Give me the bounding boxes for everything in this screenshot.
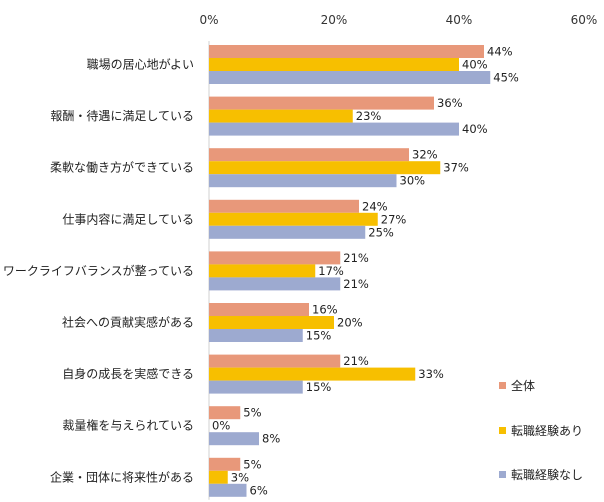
data-label: 45% (493, 71, 519, 85)
data-label: 33% (418, 367, 444, 381)
data-label: 20% (337, 316, 363, 330)
data-label: 6% (250, 483, 268, 497)
bar (209, 148, 409, 162)
x-tick-label: 20% (321, 13, 348, 27)
data-label: 25% (368, 225, 394, 239)
bar (209, 432, 259, 446)
data-label: 15% (306, 380, 332, 394)
data-label: 27% (381, 212, 407, 226)
bar (209, 367, 416, 381)
x-tick-label: 40% (446, 13, 473, 27)
legend-label: 転職経験あり (511, 423, 583, 438)
bar (209, 277, 341, 291)
category-labels: 職場の居心地がよい報酬・待遇に満足している柔軟な働き方ができている仕事内容に満足… (3, 57, 194, 485)
legend-label: 転職経験なし (511, 467, 583, 482)
bar (209, 109, 353, 123)
legend-swatch (499, 427, 506, 434)
bar (209, 45, 484, 58)
bar (209, 58, 459, 71)
data-label: 37% (443, 161, 469, 175)
bar (209, 122, 459, 136)
data-label: 15% (306, 329, 332, 343)
category-label: 職場の居心地がよい (87, 57, 194, 72)
x-tick-label: 0% (199, 13, 218, 27)
data-label: 21% (343, 277, 369, 291)
data-label: 24% (362, 199, 388, 213)
bar (209, 174, 397, 188)
data-label: 40% (462, 122, 488, 136)
bar (209, 212, 378, 226)
bar (209, 264, 316, 278)
category-label: 柔軟な働き方ができている (50, 160, 194, 175)
category-label: 仕事内容に満足している (62, 211, 194, 226)
data-label: 0% (212, 419, 230, 433)
data-label: 36% (437, 96, 463, 110)
bar (209, 251, 341, 265)
data-label: 23% (356, 109, 382, 123)
data-label: 8% (262, 432, 280, 446)
x-axis-ticks: 0% 20% 40% 60% (199, 13, 597, 500)
data-label: 3% (231, 470, 249, 484)
data-label: 30% (400, 174, 426, 188)
data-label: 17% (318, 264, 344, 278)
legend-swatch (499, 471, 506, 478)
category-label: 報酬・待遇に満足している (50, 109, 194, 123)
category-label: 企業・団体に将来性がある (50, 469, 194, 484)
bar (209, 199, 359, 213)
legend-swatch (499, 382, 506, 389)
bars (209, 45, 491, 497)
category-label: ワークライフバランスが整っている (3, 263, 194, 278)
data-label: 21% (343, 251, 369, 265)
bar (209, 96, 434, 110)
category-label: 自身の成長を実感できる (62, 366, 194, 381)
data-label: 5% (243, 406, 261, 420)
data-label: 40% (462, 58, 488, 72)
legend-label: 全体 (511, 378, 535, 393)
data-label: 5% (243, 457, 261, 471)
bar (209, 329, 303, 342)
x-tick-label: 60% (571, 13, 598, 27)
bar (209, 354, 341, 368)
bar (209, 71, 491, 84)
category-label: 裁量権を与えられている (62, 418, 194, 433)
data-label: 16% (312, 303, 338, 317)
bar (209, 303, 309, 316)
data-labels: 44%40%45%36%23%40%32%37%30%24%27%25%21%1… (212, 45, 519, 498)
data-label: 32% (412, 148, 438, 162)
bar (209, 483, 247, 497)
category-label: 社会への貢献実感がある (62, 315, 194, 330)
bar (209, 470, 228, 484)
bar (209, 406, 241, 420)
data-label: 44% (487, 45, 513, 59)
bar (209, 161, 441, 175)
data-label: 21% (343, 354, 369, 368)
bar (209, 457, 241, 471)
bar (209, 316, 334, 329)
bar (209, 380, 303, 394)
bar (209, 225, 366, 239)
